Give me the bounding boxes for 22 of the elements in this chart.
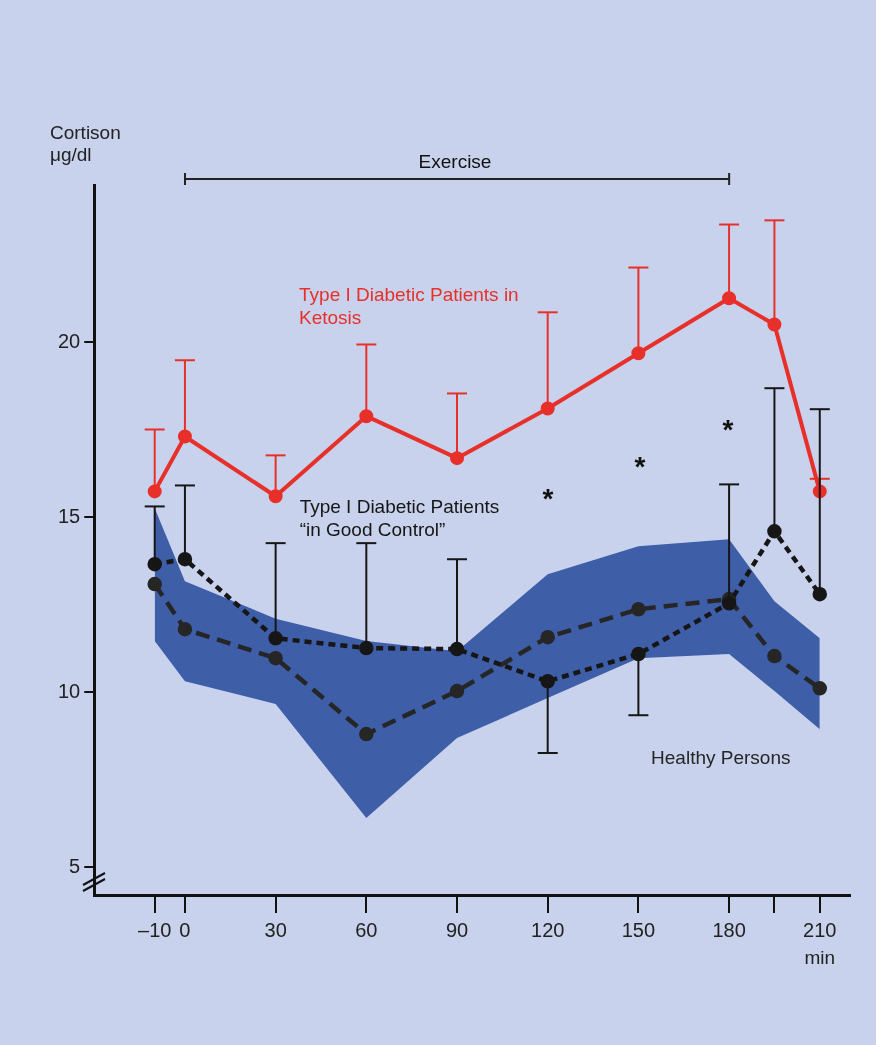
x-tick-label: 120 (531, 918, 565, 941)
annotation: * (634, 450, 646, 482)
x-tick-label: 30 (264, 918, 287, 941)
x-tick-label: 180 (712, 918, 746, 941)
y-axis-title: Cortison μg/dl (50, 121, 121, 165)
x-tick-label: 210 (803, 918, 837, 941)
x-tick-label: 90 (445, 918, 469, 941)
x-tick-label: 60 (355, 918, 378, 941)
text: Type I Diabetic Patients in Ketosis (299, 283, 519, 328)
annotation: * (542, 482, 554, 514)
y-tick-label: 10 (58, 679, 81, 702)
y-tick-label: 5 (69, 854, 81, 877)
text: Type I Diabetic Patients “in Good Control” (299, 496, 500, 541)
text: Exercise (418, 151, 492, 173)
x-axis-title: min (804, 946, 836, 968)
x-tick-label: 0 (179, 918, 191, 941)
x-tick-label: –10 (138, 918, 172, 941)
annotation: * (722, 413, 734, 445)
y-tick-label: 15 (58, 504, 81, 527)
text: Healthy Persons (651, 746, 791, 768)
x-tick-label: 150 (621, 918, 656, 941)
y-tick-label: 20 (58, 329, 81, 352)
